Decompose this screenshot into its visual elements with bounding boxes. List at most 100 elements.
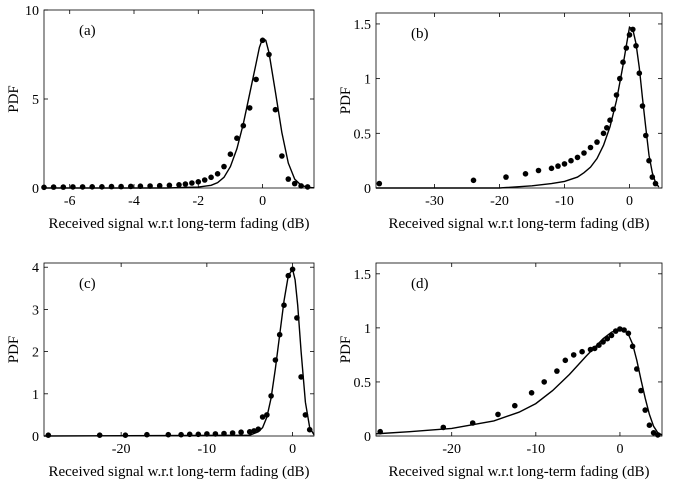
- data-point: [291, 180, 298, 187]
- y-tick-label: 0.5: [354, 127, 372, 142]
- panel-label: (c): [79, 276, 96, 292]
- model-curve: [44, 37, 315, 189]
- data-point: [512, 402, 518, 409]
- y-tick-label: 0: [32, 430, 39, 445]
- data-point: [591, 345, 598, 352]
- data-point: [554, 368, 560, 374]
- y-tick-label: 10: [25, 4, 39, 19]
- x-axis-label: Received signal w.r.t long-term fading (…: [388, 464, 649, 480]
- x-tick-label: 0: [289, 442, 296, 457]
- data-point: [221, 163, 227, 170]
- data-point: [70, 184, 76, 190]
- data-point: [208, 174, 214, 181]
- data-point: [535, 167, 542, 174]
- data-point: [279, 153, 285, 159]
- data-point: [144, 431, 150, 438]
- data-point: [285, 176, 292, 182]
- axes-frame-b: [375, 12, 663, 189]
- data-point: [246, 429, 253, 435]
- data-point: [376, 180, 383, 187]
- data-point: [189, 180, 195, 186]
- data-point: [229, 430, 236, 436]
- data-point: [570, 352, 577, 358]
- data-point: [604, 125, 610, 131]
- data-point: [166, 182, 173, 189]
- data-point: [99, 184, 105, 190]
- data-point: [470, 177, 477, 184]
- x-tick-label: -10: [198, 442, 217, 457]
- data-point: [234, 135, 240, 141]
- panel-label: (a): [79, 23, 96, 39]
- x-tick-label: -30: [425, 194, 444, 209]
- y-tick-label: 2: [32, 346, 39, 361]
- data-point: [186, 431, 193, 438]
- y-tick-label: 0: [364, 182, 371, 197]
- data-point: [60, 184, 67, 190]
- data-point: [214, 171, 221, 177]
- data-point: [182, 181, 189, 187]
- panel-d: -20 -10 0 0 0.5 1 1.5 Received signal w.r.t lon…: [338, 262, 663, 480]
- x-tick-label: -20: [442, 442, 461, 457]
- data-point: [568, 157, 574, 164]
- data-point: [201, 177, 208, 183]
- y-axis-label: PDF: [338, 336, 354, 364]
- y-tick-label: 3: [32, 303, 39, 318]
- data-point: [528, 390, 535, 396]
- y-tick-label: 1.5: [354, 268, 372, 283]
- data-point: [89, 184, 95, 190]
- panel-b: -30 -20 -10 0 0 0.5 1 1.5 Received signal w.r.t …: [338, 12, 663, 232]
- data-point: [638, 387, 644, 394]
- panel-label: (d): [411, 276, 429, 292]
- panel-label: (b): [411, 26, 429, 42]
- x-tick-label: 0: [626, 194, 633, 209]
- data-point: [503, 174, 509, 180]
- data-point: [642, 407, 648, 413]
- data-point: [165, 431, 172, 438]
- data-point: [587, 144, 594, 151]
- data-point: [650, 430, 657, 436]
- x-axis-label: Received signal w.r.t long-term fading (…: [48, 464, 309, 480]
- data-point: [541, 379, 547, 385]
- data-point: [227, 151, 234, 157]
- data-point: [579, 348, 585, 355]
- model-curve: [376, 26, 660, 189]
- y-tick-label: 1: [364, 73, 371, 88]
- model-curve: [375, 328, 663, 436]
- data-point: [555, 163, 561, 169]
- data-point: [156, 182, 163, 189]
- data-point: [522, 171, 529, 177]
- data-point: [574, 154, 581, 161]
- y-tick-label: 1: [32, 388, 39, 403]
- y-axis-label: PDF: [6, 85, 22, 113]
- data-point: [562, 357, 569, 364]
- data-point: [195, 179, 202, 185]
- x-tick-label: -20: [112, 442, 131, 457]
- x-axis-label: Received signal w.r.t long-term fading (…: [48, 216, 309, 232]
- panel-a: -6 -4 -2 0 0 5 10 Received signal w.r.t long-te…: [6, 4, 315, 232]
- data-point: [246, 105, 253, 111]
- axes-frame-d: [375, 262, 663, 437]
- x-tick-label: -6: [64, 194, 76, 209]
- data-point: [581, 150, 587, 156]
- data-point: [79, 184, 86, 190]
- data-point: [50, 184, 57, 190]
- data-point: [45, 432, 52, 439]
- x-tick-label: -10: [555, 194, 574, 209]
- panel-c: -20 -10 0 0 1 2 3 4 Received signal w.r.t long-t…: [6, 261, 315, 480]
- y-tick-label: 0.5: [354, 376, 372, 391]
- data-point: [272, 106, 279, 113]
- data-point: [238, 429, 244, 436]
- data-point: [195, 431, 202, 438]
- data-point: [178, 431, 184, 438]
- y-tick-label: 1.5: [354, 18, 372, 33]
- y-axis-label: PDF: [338, 87, 354, 115]
- y-tick-label: 0: [364, 430, 371, 445]
- data-point: [253, 76, 259, 83]
- data-point: [600, 130, 607, 137]
- y-tick-label: 0: [32, 182, 39, 197]
- data-point: [646, 422, 653, 429]
- model-curve: [43, 267, 315, 437]
- data-point: [625, 330, 632, 337]
- x-tick-label: 0: [259, 194, 266, 209]
